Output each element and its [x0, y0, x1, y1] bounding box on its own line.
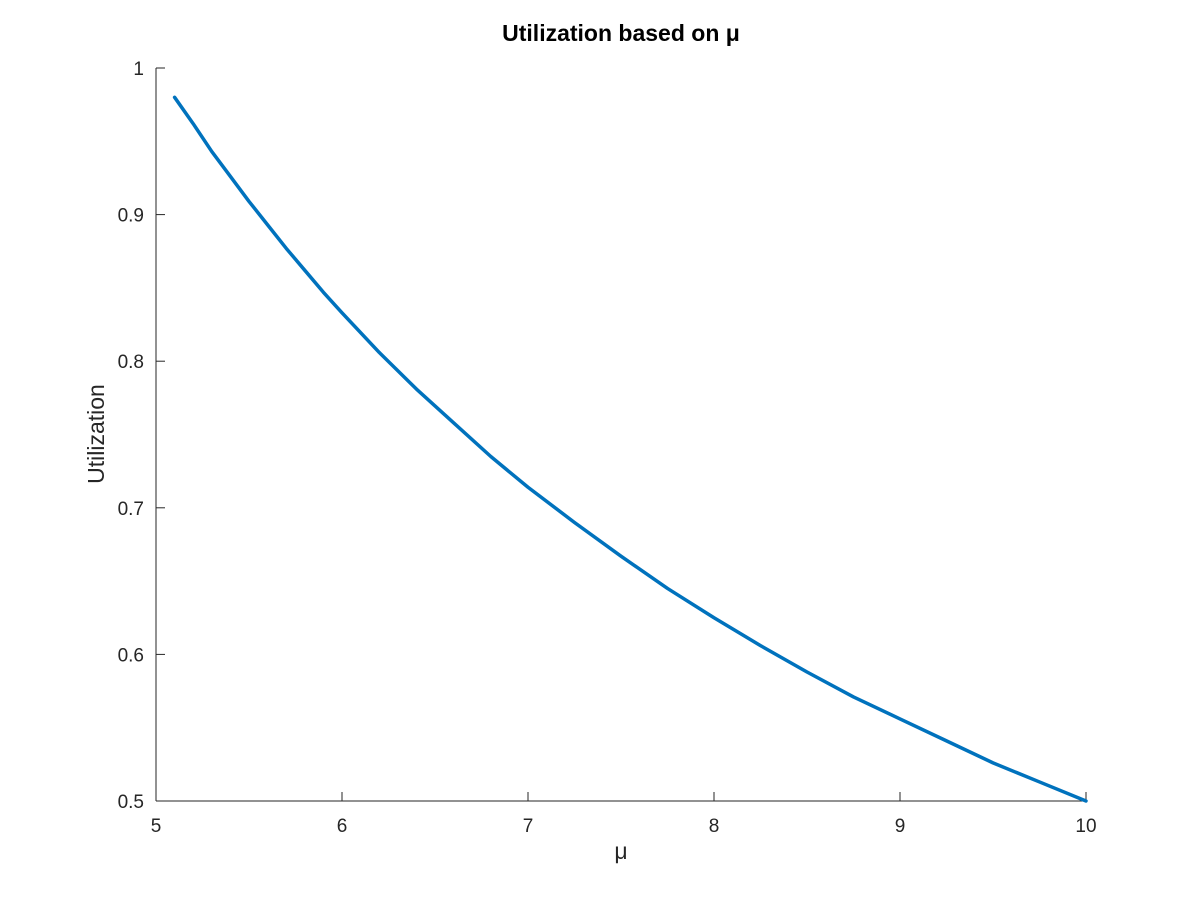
y-tick-label: 0.8 — [118, 352, 144, 373]
y-axis-label: Utilization — [83, 384, 109, 484]
x-tick-label: 7 — [523, 816, 534, 837]
y-tick-label: 0.7 — [118, 499, 144, 520]
x-tick-label: 5 — [151, 816, 162, 837]
y-axis-ticks: 0.5 0.6 0.7 0.8 0.9 1 — [118, 59, 165, 813]
chart-title: Utilization based on μ — [502, 20, 740, 46]
x-tick-label: 9 — [895, 816, 906, 837]
x-tick-label: 8 — [709, 816, 720, 837]
utilization-curve — [172, 95, 1088, 803]
x-axis-ticks: 5 6 7 8 9 10 — [151, 792, 1097, 837]
y-tick-label: 1 — [133, 59, 144, 80]
x-tick-label: 10 — [1075, 816, 1096, 837]
x-axis-label: μ — [614, 838, 627, 864]
y-tick-label: 0.9 — [118, 206, 144, 227]
y-tick-label: 0.5 — [118, 792, 144, 813]
y-tick-label: 0.6 — [118, 645, 144, 666]
x-tick-label: 6 — [337, 816, 348, 837]
